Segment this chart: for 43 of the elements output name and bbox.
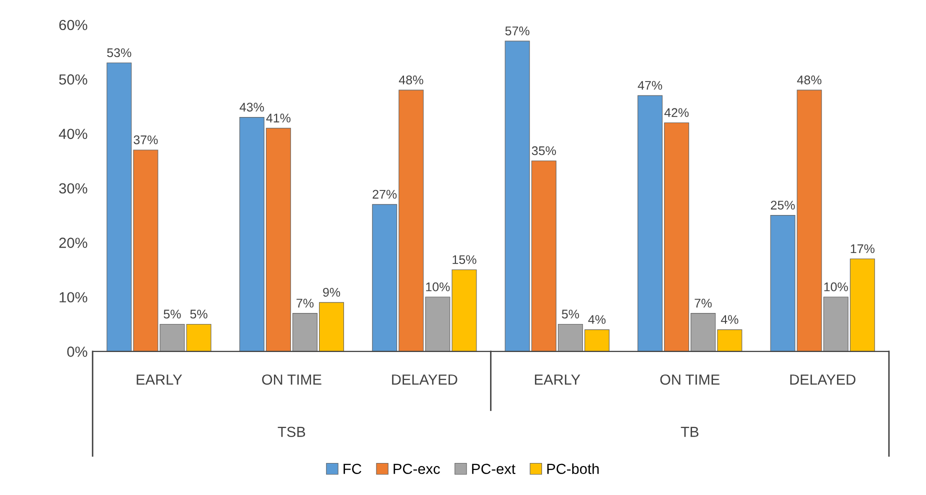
y-tick-label: 20% bbox=[59, 238, 88, 248]
y-tick-label: 40% bbox=[58, 128, 88, 140]
data-label: 7% bbox=[694, 298, 712, 308]
legend-label: PC-both bbox=[547, 463, 599, 474]
y-tick-label: 60% bbox=[59, 20, 88, 30]
legend-label: PC-ext bbox=[472, 464, 516, 474]
data-label: 57% bbox=[505, 26, 530, 36]
data-label: 42% bbox=[664, 108, 689, 117]
data-label: 5% bbox=[562, 310, 580, 318]
x-tick-label: EARLY bbox=[534, 374, 580, 385]
x-tick-label: EARLY bbox=[136, 374, 182, 385]
text: TSB bbox=[278, 426, 306, 438]
data-label: 17% bbox=[850, 244, 874, 254]
y-tick-label: 0% bbox=[67, 346, 88, 357]
x-tick-label: ON TIME bbox=[262, 374, 322, 385]
data-label: 10% bbox=[426, 282, 450, 292]
data-label: 10% bbox=[824, 282, 848, 292]
x-tick-label: DELAYED bbox=[790, 374, 856, 385]
data-label: 41% bbox=[266, 114, 290, 122]
y-tick-label: 50% bbox=[59, 74, 88, 85]
data-label: 25% bbox=[770, 200, 795, 210]
data-label: 43% bbox=[240, 102, 264, 112]
data-label: 48% bbox=[398, 76, 424, 84]
data-label: 27% bbox=[372, 190, 397, 199]
y-tick-label: 10% bbox=[60, 292, 88, 302]
data-label: 4% bbox=[720, 315, 738, 324]
data-label: 5% bbox=[164, 310, 181, 318]
data-label: 4% bbox=[588, 315, 606, 324]
data-label: 9% bbox=[323, 288, 340, 297]
data-label: 5% bbox=[190, 310, 208, 318]
data-label: 7% bbox=[296, 298, 314, 308]
y-tick-label: 30% bbox=[59, 183, 88, 194]
data-label: 47% bbox=[638, 81, 662, 90]
x-tick-label: ON TIME bbox=[660, 374, 720, 385]
text: TB bbox=[680, 426, 698, 437]
legend-label: PC-exc bbox=[394, 464, 440, 474]
x-tick-label: DELAYED bbox=[392, 374, 458, 385]
legend-label: FC bbox=[344, 464, 362, 474]
data-label: 53% bbox=[107, 48, 132, 58]
data-label: 15% bbox=[452, 255, 476, 264]
data-label: 37% bbox=[134, 135, 158, 144]
data-label: 35% bbox=[532, 146, 556, 156]
data-label: 48% bbox=[797, 76, 822, 84]
